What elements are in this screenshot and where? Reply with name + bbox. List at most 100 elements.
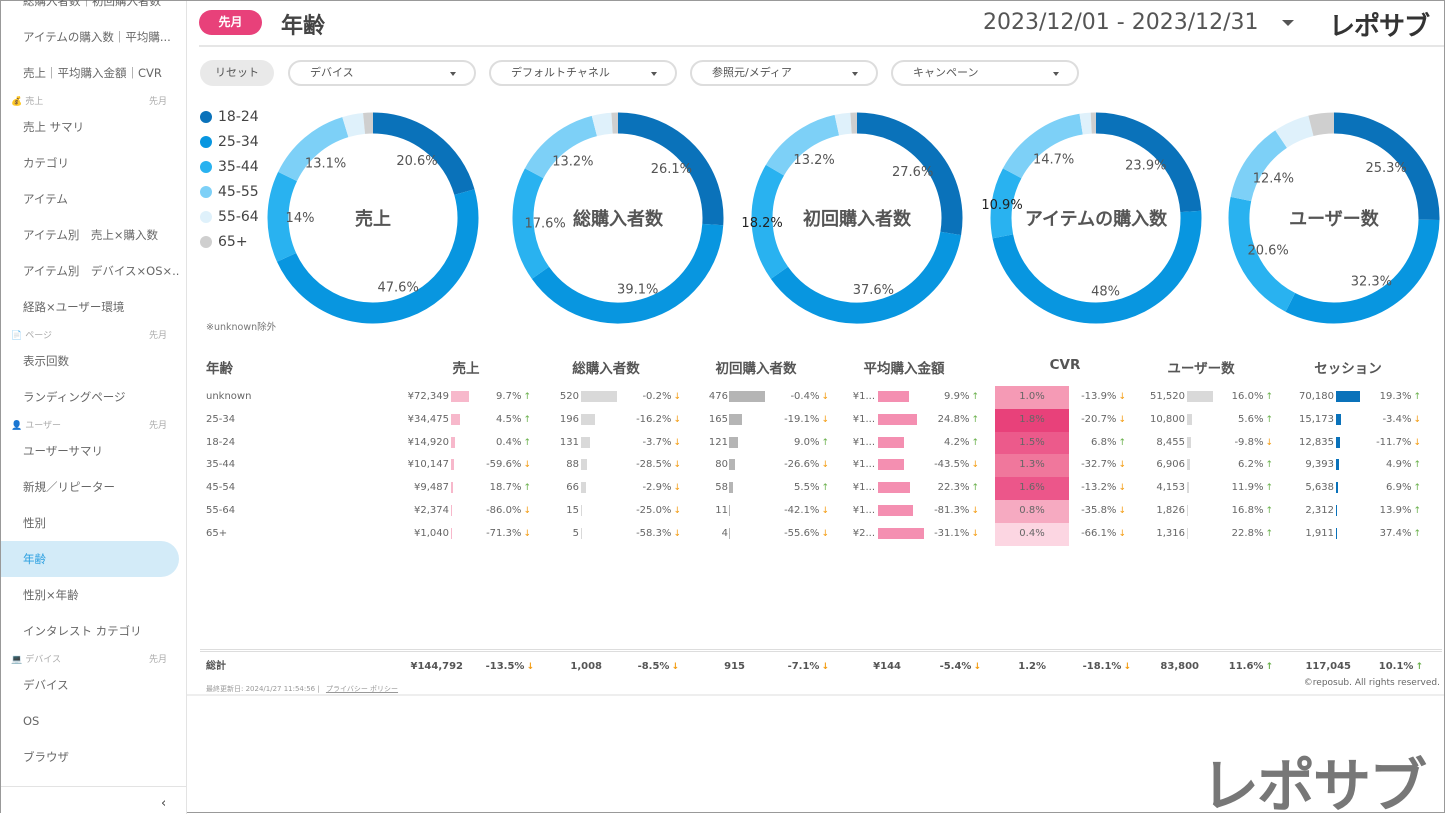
sales-bar [451,459,454,470]
age-label: 45-54 [206,477,235,499]
change-value: -59.6% [486,459,521,470]
first-value: 80 [681,454,728,476]
donut-slice-55-64[interactable] [837,123,851,125]
sessions-bar [1336,437,1340,448]
avg-change: 9.9%↑ [909,386,979,408]
arrow-down-icon: ↓ [673,460,681,470]
change-value: -19.1% [784,414,819,425]
sidebar-item[interactable]: インタレスト カテゴリ [1,613,179,649]
donut-slice-25-34[interactable] [540,225,712,313]
arrow-down-icon: ↓ [1118,483,1126,493]
users-value: 10,800 [1126,409,1185,431]
donut-slice-25-34[interactable] [1290,220,1429,313]
donut-slice-55-64[interactable] [345,123,364,127]
donut-slice-45-55[interactable] [1241,139,1281,199]
change-value: -0.2% [642,391,671,402]
donut-charts: 売上20.6%47.6%14%13.1%総購入者数26.1%39.1%17.6%… [1,1,1445,341]
sidebar-item[interactable]: 年齢 [1,541,179,577]
section-period: 先月 [149,652,167,665]
sidebar-item[interactable]: OS [1,703,179,739]
avg-value: ¥1... [829,386,875,408]
avg-change: -43.5%↓ [909,454,979,476]
users-bar [1187,482,1189,493]
donut-slice-55-64[interactable] [1081,123,1091,124]
column-header[interactable]: 総購入者数 [531,357,681,377]
sidebar-item[interactable]: 性別×年齢 [1,577,179,613]
sales-change: 0.4%↑ [461,432,531,454]
table-row[interactable]: 55-64¥2,374-86.0%↓15-25.0%↓11-42.1%↓¥1..… [1,500,1445,522]
donut-slice-65+[interactable] [1311,123,1334,126]
change-value: -25.0% [636,505,671,516]
users-change: 16.0%↑ [1203,386,1273,408]
users-value: 51,520 [1126,386,1185,408]
first-value: 165 [681,409,728,431]
change-value: 0.4% [496,437,521,448]
donut-slice-25-34[interactable] [779,233,950,313]
avg-bar [878,459,904,470]
arrow-up-icon: ↑ [523,483,531,493]
change-value: 11.6% [1229,661,1264,672]
change-value: -20.7% [1081,414,1116,425]
avg-change: 24.8%↑ [909,409,979,431]
cvr-total: 1.2% [976,656,1046,678]
change-value: -16.2% [636,414,671,425]
privacy-policy-link[interactable]: プライバシー ポリシー [326,685,398,693]
total-label: 総計 [206,656,226,678]
column-header[interactable]: 平均購入金額 [829,357,979,377]
table-row[interactable]: 35-44¥10,147-59.6%↓88-28.5%↓80-26.6%↓¥1.… [1,454,1445,476]
collapse-chevron-icon[interactable]: ‹ [161,796,166,811]
column-header[interactable]: ユーザー数 [1126,357,1276,377]
change-value: 16.0% [1232,391,1264,402]
buyers-bar [581,482,586,493]
change-value: 11.9% [1232,482,1264,493]
donut-slice-55-64[interactable] [594,123,612,126]
column-header[interactable]: CVR [995,357,1135,373]
change-value: 16.8% [1232,505,1264,516]
change-value: -58.3% [636,528,671,539]
buyers-change: -58.3%↓ [611,523,681,545]
first-value: 121 [681,432,728,454]
donut-slice-55-64[interactable] [1281,126,1311,139]
users-change: 16.8%↑ [1203,500,1273,522]
table-row[interactable]: 65+¥1,040-71.3%↓5-58.3%↓4-55.6%↓¥2...-31… [1,523,1445,545]
arrow-down-icon: ↓ [821,662,829,672]
arrow-down-icon: ↓ [673,392,681,402]
buyers-value: 131 [531,432,579,454]
first-bar [729,482,733,493]
change-value: -0.4% [790,391,819,402]
sessions-value: 9,393 [1273,454,1334,476]
arrow-up-icon: ↑ [1415,662,1423,672]
users-change: 11.9%↑ [1203,477,1273,499]
divider [1,786,187,787]
sessions-bar [1336,482,1338,493]
column-header[interactable]: セッション [1273,357,1423,377]
users-value: 8,455 [1126,432,1185,454]
change-value: -11.7% [1376,437,1411,448]
sessions-value: 15,173 [1273,409,1334,431]
column-header[interactable]: 年齢 [206,357,266,377]
sales-total: ¥144,792 [393,656,463,678]
change-value: 5.6% [1238,414,1263,425]
change-value: 4.9% [1386,459,1411,470]
avg-change: 4.2%↑ [909,432,979,454]
arrow-down-icon: ↓ [971,460,979,470]
change-value: -42.1% [784,505,819,516]
arrow-down-icon: ↓ [971,529,979,539]
arrow-down-icon: ↓ [673,438,681,448]
arrow-up-icon: ↑ [971,415,979,425]
column-header[interactable]: 売上 [401,357,531,377]
slice-label: 47.6% [378,281,419,296]
sidebar-item[interactable]: デバイス [1,667,179,703]
sidebar-item[interactable]: 表示回数 [1,343,179,379]
sidebar-item[interactable]: ブラウザ [1,739,179,775]
column-header[interactable]: 初回購入者数 [681,357,831,377]
slice-label: 48% [1091,284,1120,299]
first-change: 5.5%↑ [759,477,829,499]
